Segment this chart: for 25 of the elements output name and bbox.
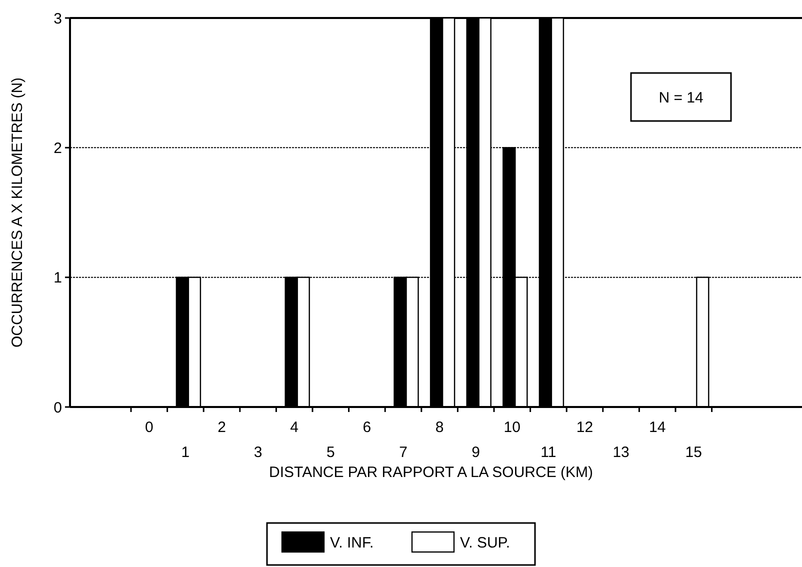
x-axis-title: DISTANCE PAR RAPPORT A LA SOURCE (KM) <box>269 464 593 481</box>
legend-label: V. SUP. <box>460 534 510 552</box>
y-tick-label: 2 <box>54 140 62 157</box>
y-tick-label: 1 <box>54 270 62 287</box>
x-tick-label: 3 <box>254 444 262 461</box>
y-tick-label: 3 <box>54 10 62 28</box>
x-tick-label: 2 <box>218 419 226 436</box>
x-tick-label: 6 <box>362 419 372 436</box>
y-axis-title: OCCURRENCES A X KILOMETRES (N) <box>9 77 26 348</box>
x-tick-label: 7 <box>399 444 408 461</box>
x-tick-label: 11 <box>540 444 556 461</box>
x-tick-label: 5 <box>326 444 335 461</box>
legend-label: V. INF. <box>330 534 374 552</box>
x-tick-label: 10 <box>504 419 520 436</box>
annotation: N = 14 <box>658 89 704 106</box>
x-tick-label: 0 <box>144 419 154 436</box>
x-tick-label: 12 <box>576 419 594 436</box>
x-tick-label: 1 <box>181 444 190 461</box>
x-tick-label: 14 <box>649 419 666 436</box>
x-tick-label: 4 <box>290 419 299 436</box>
y-tick-label: 0 <box>54 399 62 416</box>
x-tick-label: 8 <box>435 419 444 436</box>
x-tick-label: 13 <box>612 444 630 461</box>
x-tick-label: 9 <box>472 444 480 461</box>
x-tick-label: 15 <box>685 444 702 461</box>
